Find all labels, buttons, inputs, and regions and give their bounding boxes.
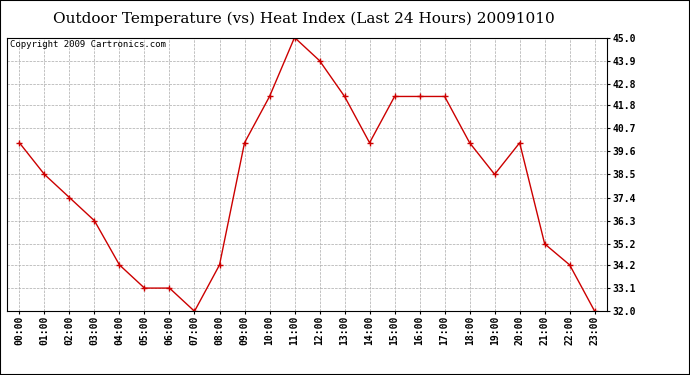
Text: Copyright 2009 Cartronics.com: Copyright 2009 Cartronics.com — [10, 40, 166, 49]
Text: Outdoor Temperature (vs) Heat Index (Last 24 Hours) 20091010: Outdoor Temperature (vs) Heat Index (Las… — [52, 11, 555, 26]
